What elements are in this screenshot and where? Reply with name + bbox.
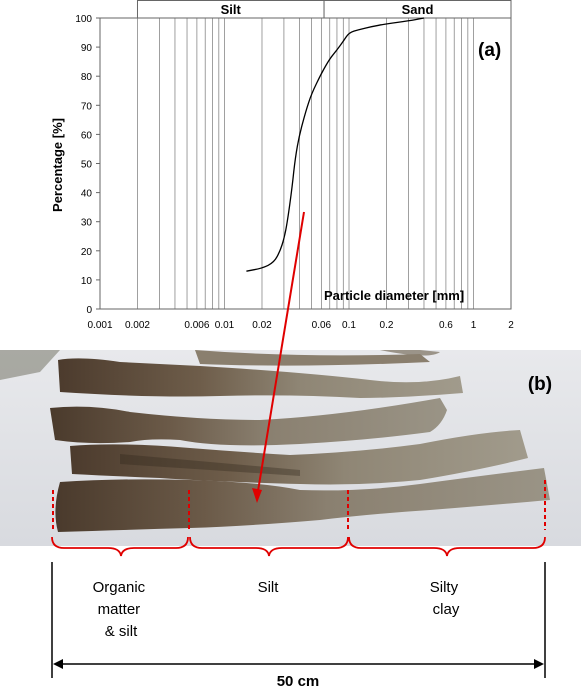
- scale-label: 50 cm: [277, 673, 320, 689]
- y-tick-label-5: 50: [81, 160, 93, 171]
- red-pointer-line: [256, 211, 305, 498]
- y-axis-label: Percentage [%]: [50, 118, 65, 212]
- y-axis-ticks: 0 10 20 30 40 50 60 70 80 90 100: [75, 14, 100, 316]
- x-tick-label-4: 0.02: [252, 320, 272, 331]
- x-axis-label: Particle diameter [mm]: [324, 288, 464, 303]
- y-tick-label-4: 40: [81, 189, 93, 200]
- x-axis-ticks: 0.001 0.002 0.006 0.01 0.02 0.06 0.1 0.2 0.6 1 2: [87, 320, 514, 331]
- x-tick-label-8: 0.6: [439, 320, 453, 331]
- scale-arrow-right: [534, 659, 544, 669]
- scale-arrow-left: [53, 659, 63, 669]
- y-tick-label-0: 0: [86, 305, 92, 316]
- core-strip-1: [58, 358, 463, 398]
- x-tick-label-6: 0.1: [342, 320, 356, 331]
- brace-silt: [189, 536, 349, 557]
- y-tick-label-9: 90: [81, 43, 93, 54]
- grain-size-curve: [246, 17, 425, 272]
- y-tick-label-2: 20: [81, 247, 93, 258]
- panel-a-label: (a): [478, 40, 501, 61]
- plot-frame: [99, 17, 512, 310]
- brace-silty-clay: [348, 536, 546, 557]
- x-tick-label-0: 0.001: [87, 320, 112, 331]
- core-top-fragment: [380, 350, 440, 356]
- core-strip-3: [70, 430, 528, 485]
- panel-b-label: (b): [528, 374, 552, 395]
- soil-class-bands: Silt Sand: [136, 0, 512, 18]
- core-strip-4: [55, 468, 551, 532]
- brace-organic: [51, 536, 189, 557]
- section-label-organic: Organic matter & silt: [93, 579, 150, 640]
- section-label-silty-clay: Silty clay: [430, 579, 463, 618]
- section-label-silt: Silt: [258, 579, 280, 596]
- y-tick-label-3: 30: [81, 218, 93, 229]
- x-tick-label-9: 1: [471, 320, 477, 331]
- grass-corner: [0, 350, 60, 380]
- y-tick-label-10: 100: [75, 14, 92, 25]
- x-tick-label-3: 0.01: [215, 320, 235, 331]
- core-strip-2: [50, 398, 447, 446]
- core-shadow: [120, 454, 300, 476]
- y-tick-label-8: 80: [81, 72, 93, 83]
- red-arrow-head: [252, 488, 262, 503]
- y-tick-label-7: 70: [81, 101, 93, 112]
- y-tick-label-1: 10: [81, 276, 93, 287]
- y-tick-label-6: 60: [81, 130, 93, 141]
- sediment-core-photo: [0, 350, 581, 546]
- band-label-silt: Silt: [221, 2, 242, 17]
- band-label-sand: Sand: [402, 2, 434, 17]
- x-tick-label-7: 0.2: [380, 320, 394, 331]
- x-tick-label-1: 0.002: [125, 320, 150, 331]
- core-strip-0: [195, 350, 430, 366]
- annotations: (b) Organic matter & silt Silt Silty cla…: [51, 211, 552, 689]
- vertical-gridlines: [137, 18, 474, 309]
- x-tick-label-10: 2: [508, 320, 514, 331]
- x-tick-label-5: 0.06: [312, 320, 332, 331]
- x-tick-label-2: 0.006: [184, 320, 209, 331]
